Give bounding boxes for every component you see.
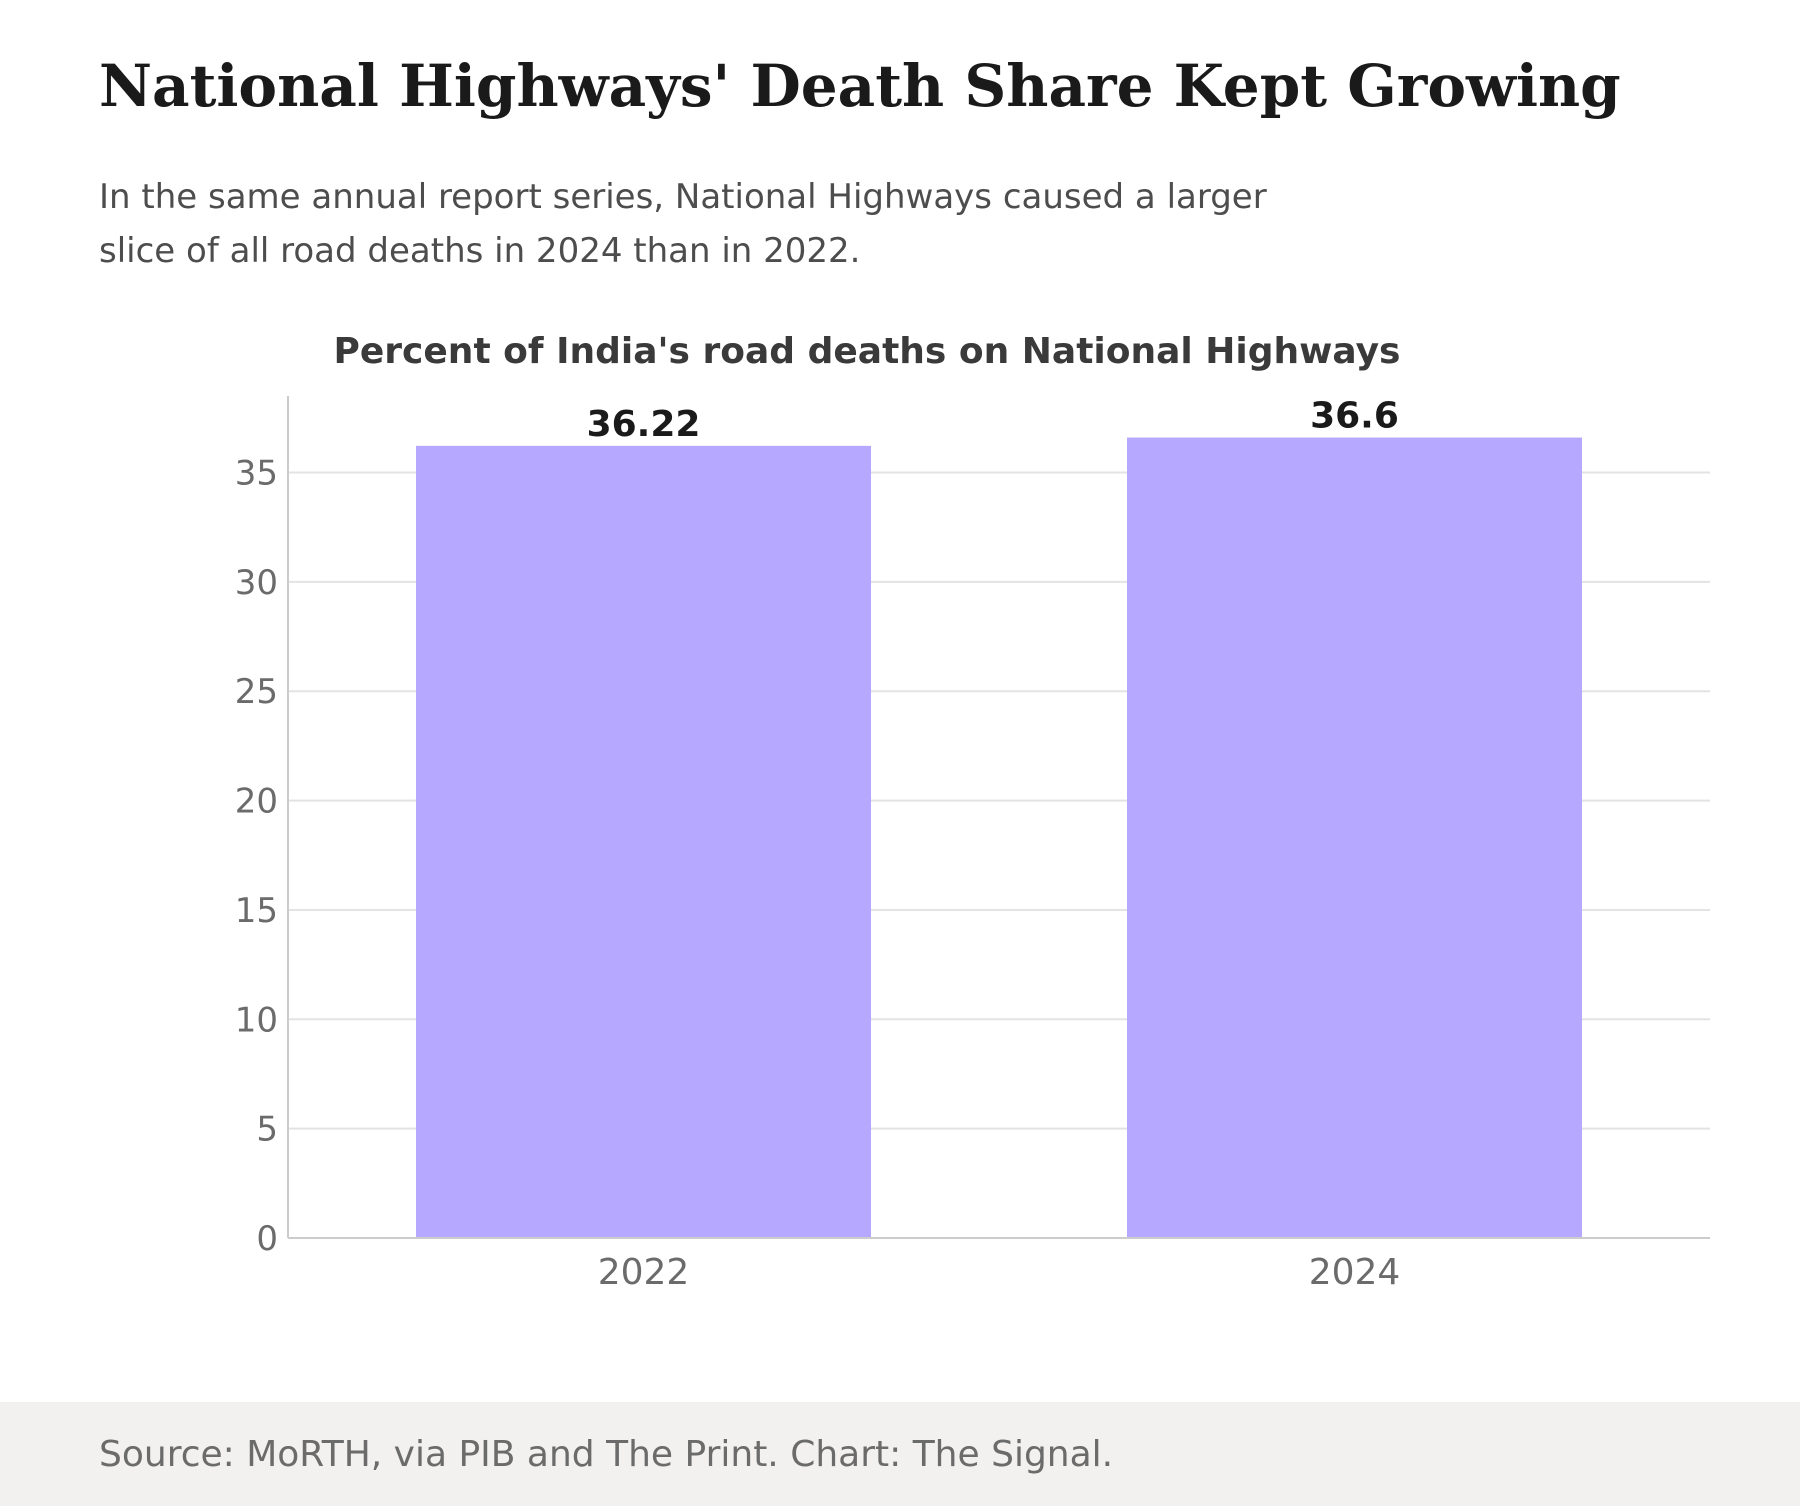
- y-tick-label: 30: [235, 563, 278, 603]
- subtitle-line-1: In the same annual report series, Nation…: [99, 177, 1267, 217]
- subtitle-line-2: slice of all road deaths in 2024 than in…: [99, 231, 861, 271]
- bar-2024: [1126, 437, 1583, 1239]
- y-tick-label: 25: [235, 672, 278, 712]
- x-tick-label: 2024: [1309, 1252, 1401, 1293]
- y-tick-label: 20: [235, 782, 278, 822]
- y-tick-label: 5: [256, 1110, 278, 1150]
- y-tick-label: 0: [256, 1219, 278, 1259]
- chart-title: Percent of India's road deaths on Nation…: [334, 331, 1401, 372]
- bars: [415, 437, 1583, 1239]
- headline: National Highways' Death Share Kept Grow…: [99, 52, 1621, 120]
- bar-2022: [415, 445, 872, 1238]
- y-tick-label: 15: [235, 891, 278, 931]
- data-labels: 36.22 36.6: [587, 396, 1399, 445]
- x-tick-label: 2022: [598, 1252, 690, 1293]
- data-label: 36.22: [587, 404, 701, 445]
- footer: Source: MoRTH, via PIB and The Print. Ch…: [0, 1402, 1800, 1506]
- bar-chart: Percent of India's road deaths on Nation…: [235, 331, 1710, 1293]
- y-tick-label: 35: [235, 454, 278, 494]
- axes: 0 5 10 15 20 25 30 35 2022 2024: [235, 396, 1710, 1293]
- data-label: 36.6: [1310, 396, 1399, 437]
- source-note: Source: MoRTH, via PIB and The Print. Ch…: [99, 1434, 1114, 1475]
- y-tick-label: 10: [235, 1000, 278, 1040]
- subtitle: In the same annual report series, Nation…: [99, 170, 1479, 278]
